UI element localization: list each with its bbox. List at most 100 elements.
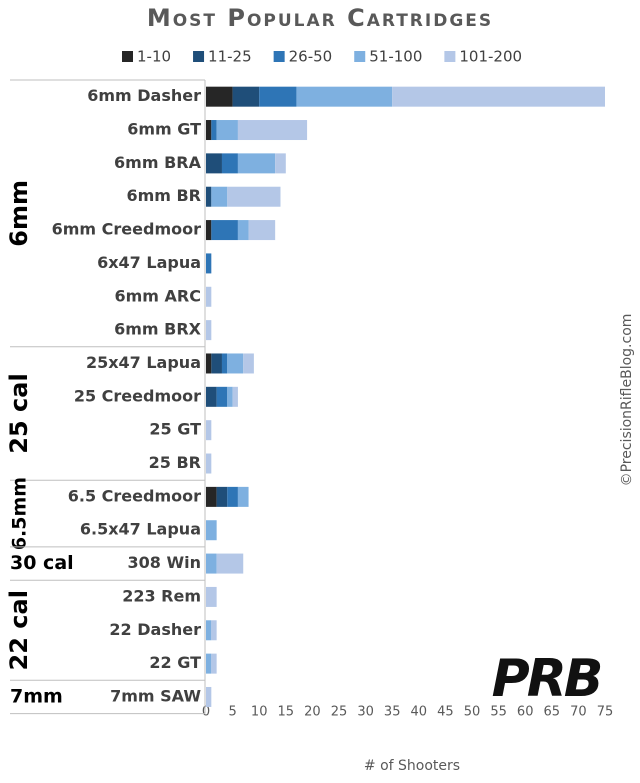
bar-segment [227, 386, 233, 407]
legend-label: 1-10 [137, 48, 171, 66]
group-label: 22 cal [5, 590, 33, 670]
bar-segment [232, 86, 260, 107]
bar-segment [237, 220, 249, 241]
category-label: 6mm Dasher [87, 86, 201, 105]
bar-segment [221, 353, 228, 374]
x-tick-label: 20 [304, 705, 321, 720]
bar-segment [216, 553, 244, 574]
bar-segment [206, 453, 212, 474]
bar-segment [206, 620, 212, 641]
bar-segment [206, 420, 212, 441]
bar-segment [211, 653, 217, 674]
x-tick-label: 10 [251, 705, 268, 720]
group-label: 7mm [10, 685, 63, 707]
bar-segment [206, 486, 217, 507]
logo: PRB [492, 649, 601, 709]
bar-segment [206, 386, 217, 407]
bar-segment [206, 186, 212, 207]
category-label: 22 GT [149, 653, 201, 672]
category-label: 25 BR [149, 453, 201, 472]
category-label: 25 Creedmoor [74, 386, 201, 405]
bar-segment [206, 153, 222, 174]
x-tick-label: 45 [437, 705, 454, 720]
bar-segment [206, 86, 233, 107]
x-tick-label: 35 [384, 705, 401, 720]
category-label: 6mm BRA [114, 153, 202, 172]
bar-segment [206, 120, 212, 141]
bar-segment [243, 353, 254, 374]
bar-segment [211, 220, 238, 241]
bar-segment [211, 353, 222, 374]
x-tick-label: 25 [331, 705, 348, 720]
bar-segment [206, 286, 212, 307]
bar-segment [206, 686, 212, 707]
bar-segment [232, 386, 238, 407]
bar-segment [206, 553, 217, 574]
x-tick-label: 30 [357, 705, 374, 720]
legend-label: 51-100 [369, 48, 422, 66]
bar-segment [216, 120, 238, 141]
x-tick-label: 75 [597, 705, 614, 720]
x-tick-label: 5 [228, 705, 236, 720]
bar-segment [296, 86, 393, 107]
category-label: 7mm SAW [110, 686, 201, 705]
category-label: 25 GT [149, 420, 201, 439]
category-label: 22 Dasher [109, 620, 201, 639]
category-label: 25x47 Lapua [86, 353, 201, 372]
bar-segment [237, 486, 249, 507]
bar-segment [211, 120, 217, 141]
category-label: 308 Win [128, 553, 202, 572]
bar-segment [216, 486, 228, 507]
bar-segment [211, 186, 228, 207]
category-label: 6mm BR [126, 186, 201, 205]
category-label: 6mm BRX [114, 320, 202, 339]
group-label: 30 cal [10, 552, 74, 574]
category-label: 223 Rem [122, 586, 201, 605]
bar-segment [206, 220, 212, 241]
bar-segment [206, 520, 217, 541]
bar-segment [237, 153, 276, 174]
bar-segment [206, 353, 212, 374]
category-label: 6.5 Creedmoor [68, 486, 201, 505]
bar-segment [237, 120, 308, 141]
bar-segment [227, 186, 281, 207]
x-tick-label: 15 [278, 705, 295, 720]
bar-segment [206, 320, 212, 341]
bar-segment [227, 486, 238, 507]
bar-segment [392, 86, 605, 107]
bar-segment [216, 386, 228, 407]
x-tick-label: 70 [570, 705, 587, 720]
group-label: 6mm [5, 180, 33, 247]
bar-segment [211, 620, 217, 641]
chart-title: Most Popular Cartridges [147, 4, 493, 32]
group-label: 25 cal [5, 373, 33, 453]
legend-swatch [193, 51, 205, 62]
bar-segment [227, 353, 244, 374]
bar-segment [275, 153, 286, 174]
legend-label: 11-25 [208, 48, 252, 66]
legend-label: 101-200 [459, 48, 522, 66]
bar-segment [206, 253, 212, 274]
category-label: 6x47 Lapua [97, 253, 201, 272]
x-axis-label: # of Shooters [364, 758, 460, 774]
category-label: 6mm ARC [115, 286, 202, 305]
x-tick-label: 60 [517, 705, 534, 720]
group-label: 6.5mm [9, 477, 31, 550]
bar-segment [206, 586, 217, 607]
bar-segment [221, 153, 238, 174]
watermark: ©PrecisionRifleBlog.com [619, 314, 635, 487]
legend-label: 26-50 [289, 48, 333, 66]
bar-segment [248, 220, 276, 241]
x-tick-label: 40 [411, 705, 428, 720]
x-tick-label: 50 [464, 705, 481, 720]
bar-segment [259, 86, 297, 107]
bar-segment [206, 653, 212, 674]
legend-swatch [354, 51, 366, 62]
legend-swatch [444, 51, 456, 62]
category-label: 6mm GT [127, 120, 201, 139]
x-tick-label: 55 [490, 705, 507, 720]
x-tick-label: 0 [202, 705, 210, 720]
legend-swatch [273, 51, 285, 62]
x-tick-label: 65 [544, 705, 561, 720]
